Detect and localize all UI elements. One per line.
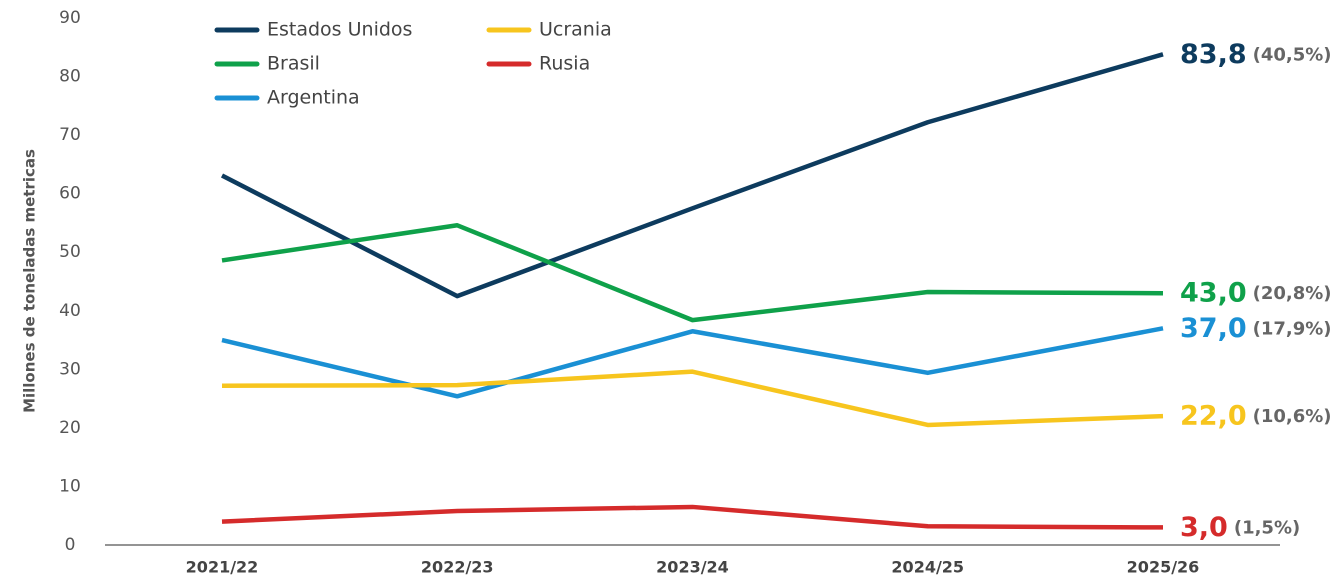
series-line [221,369,1164,428]
share-label: (17,9%) [1253,318,1332,339]
y-tick-label: 10 [59,476,81,496]
x-tick-label: 2021/22 [186,558,259,577]
legend-label: Rusia [539,53,590,75]
legend-label: Estados Unidos [267,19,412,41]
y-tick-label: 20 [59,418,81,438]
y-tick-label: 0 [65,535,76,555]
series-line [221,504,1164,530]
y-tick-label: 70 [59,125,81,145]
share-label: (40,5%) [1253,44,1332,65]
x-tick-label: 2022/23 [421,558,494,577]
series-line [221,326,1164,399]
share-label: (10,6%) [1253,406,1332,427]
series-line [221,223,1164,323]
y-tick-label: 30 [59,359,81,379]
value-label: 83,8 [1180,39,1247,70]
legend-label: Ucrania [539,19,612,41]
value-label: 37,0 [1180,313,1247,344]
y-axis-label: Millones de toneladas metricas [21,149,39,413]
share-label: (20,8%) [1253,283,1332,304]
y-tick-label: 50 [59,242,81,262]
legend-label: Brasil [267,53,320,75]
y-tick-label: 80 [59,67,81,87]
y-tick-label: 90 [59,8,81,28]
value-label: 43,0 [1180,278,1247,309]
legend-label: Argentina [267,87,360,109]
x-tick-label: 2025/26 [1127,558,1200,577]
value-label: 3,0 [1180,512,1228,543]
y-tick-label: 60 [59,184,81,204]
x-tick-label: 2024/25 [891,558,964,577]
x-tick-label: 2023/24 [656,558,729,577]
value-label: 22,0 [1180,401,1247,432]
share-label: (1,5%) [1234,517,1300,538]
series-line [220,52,1164,299]
y-tick-label: 40 [59,301,81,321]
